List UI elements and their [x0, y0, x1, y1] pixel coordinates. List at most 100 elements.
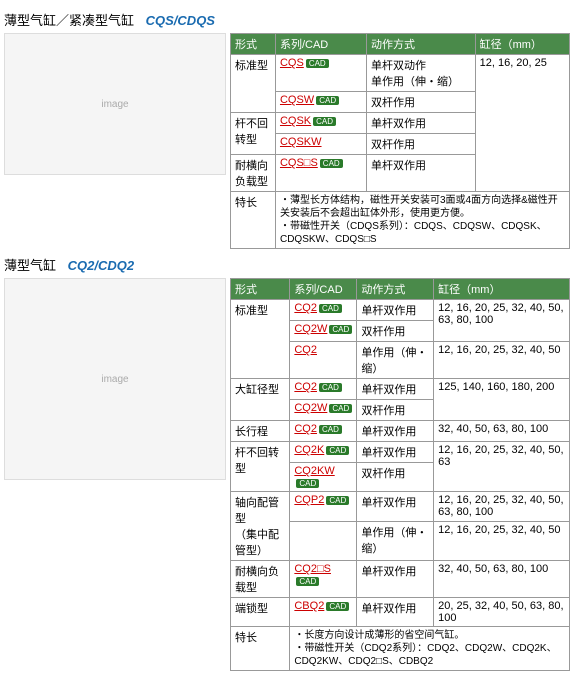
cad-badge[interactable]: CAD [319, 304, 342, 313]
cell-bore: 32, 40, 50, 63, 80, 100 [434, 421, 570, 442]
series-link[interactable]: CQ2W [294, 402, 327, 414]
series-link[interactable]: CQSK [280, 115, 311, 127]
cell-action: 双杆作用 [357, 400, 434, 421]
cad-badge[interactable]: CAD [306, 59, 329, 68]
section2-title: 薄型气缸 CQ2/CDQ2 [4, 255, 571, 274]
cell-action: 单杆双作用 [357, 492, 434, 522]
th-form: 形式 [231, 34, 276, 55]
cad-badge[interactable]: CAD [329, 325, 352, 334]
series-link[interactable]: CQS□S [280, 157, 318, 169]
cell-form: 杆不回转型 [231, 113, 276, 155]
table-row: 大缸径型CQ2CAD单杆双作用125, 140, 160, 180, 200 [231, 379, 570, 400]
table-row: 杆不回转型CQ2KCAD单杆双作用12, 16, 20, 25, 32, 40,… [231, 442, 570, 463]
note-text: ・薄型长方体结构，磁性开关安装可3面或4面方向选择&磁性开关安装后不会超出缸体外… [275, 192, 569, 249]
cad-badge[interactable]: CAD [316, 96, 339, 105]
cell-action: 单作用（伸・缩） [357, 522, 434, 561]
product-image-1: image [4, 33, 226, 175]
table-row: 耐横向负载型CQ2□SCAD单杆双作用32, 40, 50, 63, 80, 1… [231, 561, 570, 598]
cad-badge[interactable]: CAD [296, 479, 319, 488]
cell-action: 双杆作用 [366, 134, 475, 155]
section2-wrap: image 形式 系列/CAD 动作方式 缸径（mm） 标准型CQ2CAD单杆双… [4, 278, 571, 671]
cell-bore: 32, 40, 50, 63, 80, 100 [434, 561, 570, 598]
cell-series: CQP2CAD [290, 492, 357, 522]
cell-series: CQ2KW CAD [290, 463, 357, 492]
title-cn: 薄型气缸 [4, 258, 56, 273]
cell-series: CQSCAD [275, 55, 366, 92]
note-text: ・长度方向设计成薄形的省空间气缸。 ・带磁性开关（CDQ2系列）：CDQ2、CD… [290, 627, 570, 671]
table-row: 长行程CQ2CAD单杆双作用32, 40, 50, 63, 80, 100 [231, 421, 570, 442]
cell-bore: 20, 25, 32, 40, 50, 63, 80, 100 [434, 598, 570, 627]
cell-bore: 12, 16, 20, 25, 32, 40, 50 [434, 342, 570, 379]
cell-series: CQ2CAD [290, 379, 357, 400]
series-link[interactable]: CQSKW [280, 136, 322, 148]
series-link[interactable]: CBQ2 [294, 600, 324, 612]
cad-badge[interactable]: CAD [319, 425, 342, 434]
series-link[interactable]: CQ2□S [294, 563, 331, 575]
cell-form: 大缸径型 [231, 379, 290, 421]
cell-bore: 125, 140, 160, 180, 200 [434, 379, 570, 421]
cell-form: 杆不回转型 [231, 442, 290, 492]
series-link[interactable]: CQS [280, 57, 304, 69]
series-link[interactable]: CQ2KW [294, 465, 334, 477]
series-link[interactable]: CQ2 [294, 344, 317, 356]
series-link[interactable]: CQ2 [294, 423, 317, 435]
cell-series: CQ2 [290, 342, 357, 379]
cad-badge[interactable]: CAD [326, 446, 349, 455]
cell-form: 耐横向负载型 [231, 155, 276, 192]
th-action: 动作方式 [357, 279, 434, 300]
cell-action: 单杆双作用 [357, 379, 434, 400]
cell-series: CQ2CAD [290, 300, 357, 321]
note-label: 特长 [231, 192, 276, 249]
table-row: 标准型CQ2CAD单杆双作用12, 16, 20, 25, 32, 40, 50… [231, 300, 570, 321]
cell-form: 轴向配管型 （集中配管型） [231, 492, 290, 561]
cell-action: 单杆双作用 [357, 421, 434, 442]
cell-action: 单杆双作用 [366, 113, 475, 134]
cell-bore: 12, 16, 20, 25, 32, 40, 50, 63 [434, 442, 570, 492]
cad-badge[interactable]: CAD [329, 404, 352, 413]
cell-action: 双杆作用 [366, 92, 475, 113]
th-series: 系列/CAD [290, 279, 357, 300]
series-link[interactable]: CQP2 [294, 494, 324, 506]
cell-bore: 12, 16, 20, 25, 32, 40, 50 [434, 522, 570, 561]
cell-action: 双杆作用 [357, 463, 434, 492]
product-image-2: image [4, 278, 226, 480]
cad-badge[interactable]: CAD [319, 383, 342, 392]
series-link[interactable]: CQ2 [294, 302, 317, 314]
cad-badge[interactable]: CAD [320, 159, 343, 168]
th-form: 形式 [231, 279, 290, 300]
cell-series: CQ2WCAD [290, 400, 357, 421]
table-row: 端锁型CBQ2CAD单杆双作用20, 25, 32, 40, 50, 63, 8… [231, 598, 570, 627]
series-link[interactable]: CQSW [280, 94, 314, 106]
section1-title: 薄型气缸／紧凑型气缸 CQS/CDQS [4, 10, 571, 29]
cell-series: CQS□SCAD [275, 155, 366, 192]
header-row: 形式 系列/CAD 动作方式 缸径（mm） [231, 279, 570, 300]
note-row: 特长 ・长度方向设计成薄形的省空间气缸。 ・带磁性开关（CDQ2系列）：CDQ2… [231, 627, 570, 671]
cell-action: 单杆双作用 [357, 300, 434, 321]
cell-series: CBQ2CAD [290, 598, 357, 627]
cell-form: 耐横向负载型 [231, 561, 290, 598]
series-link[interactable]: CQ2 [294, 381, 317, 393]
note-label: 特长 [231, 627, 290, 671]
cell-series: CQ2CAD [290, 421, 357, 442]
title-code: CQS/CDQS [146, 13, 215, 28]
series-link[interactable]: CQ2W [294, 323, 327, 335]
th-series: 系列/CAD [275, 34, 366, 55]
series-link[interactable]: CQ2K [294, 444, 324, 456]
header-row: 形式 系列/CAD 动作方式 缸径（mm） [231, 34, 570, 55]
cell-series: CQSWCAD [275, 92, 366, 113]
cell-action: 单作用（伸・缩） [357, 342, 434, 379]
title-cn: 薄型气缸／紧凑型气缸 [4, 13, 134, 28]
th-bore: 缸径（mm） [475, 34, 569, 55]
cell-form: 端锁型 [231, 598, 290, 627]
cell-series: CQSKW [275, 134, 366, 155]
cell-series [290, 522, 357, 561]
cell-series: CQ2□S CAD [290, 561, 357, 598]
cad-badge[interactable]: CAD [326, 496, 349, 505]
section1-wrap: image 形式 系列/CAD 动作方式 缸径（mm） 标准型 CQSCAD 单… [4, 33, 571, 249]
table-row: 标准型 CQSCAD 单杆双动作 单作用（伸・缩） 12, 16, 20, 25 [231, 55, 570, 92]
spec-table-2: 形式 系列/CAD 动作方式 缸径（mm） 标准型CQ2CAD单杆双作用12, … [230, 278, 570, 671]
cell-action: 单杆双作用 [357, 598, 434, 627]
cad-badge[interactable]: CAD [326, 602, 349, 611]
cad-badge[interactable]: CAD [296, 577, 319, 586]
cad-badge[interactable]: CAD [313, 117, 336, 126]
